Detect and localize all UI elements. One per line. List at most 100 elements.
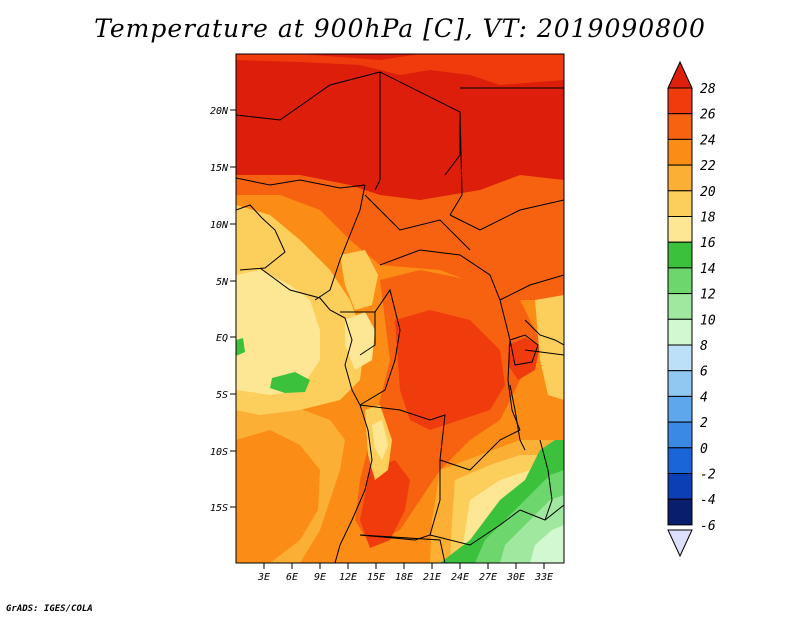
border-lake-victoria — [509, 334, 539, 366]
colorbar-cell — [667, 164, 693, 192]
border-southsudan-ethiopia — [499, 274, 564, 301]
colorbar-cell — [667, 318, 693, 346]
colorbar-label: 20 — [700, 185, 716, 200]
lat-ticks: 20N 15N 10N 5N EQ 5S 10S 15S — [210, 106, 236, 514]
field-region-highlands-18 — [340, 250, 378, 310]
colorbar-label: 18 — [700, 211, 716, 226]
colorbar-label: 12 — [700, 288, 716, 303]
field-region-victoria-26 — [508, 338, 540, 380]
lon-tick-label: 30E — [506, 572, 525, 583]
border-car-drc — [379, 249, 501, 301]
field-region-sahara-26 — [236, 54, 564, 85]
border-mozambique — [519, 504, 564, 521]
colorbar-cell — [667, 87, 693, 115]
lon-tick-label: 15E — [367, 572, 385, 583]
field-spot-14-west — [236, 338, 245, 356]
colorbar-label: 8 — [700, 339, 708, 354]
border-chad-car — [364, 194, 471, 251]
field-region-coast-16 — [345, 312, 375, 370]
colorbar-cell — [667, 344, 693, 372]
temperature-field — [236, 54, 564, 563]
colorbar-cell — [667, 293, 693, 320]
lon-tick-label: 3E — [257, 572, 270, 583]
lat-tick-label: 20N — [210, 106, 229, 117]
colorbar-label: 10 — [700, 313, 716, 328]
border-niger-chad — [379, 71, 461, 176]
border-malawi — [539, 439, 553, 521]
border-coast-guinea — [259, 267, 361, 406]
colorbar-cell — [667, 267, 693, 295]
plot-frame — [235, 53, 565, 564]
lat-tick-label: 10S — [210, 447, 228, 458]
lon-tick-label: 18E — [395, 572, 413, 583]
border-drc-east — [499, 299, 521, 431]
lat-tick-label: 5S — [216, 390, 228, 401]
lon-tick-label: 12E — [339, 572, 357, 583]
colorbar-label: 26 — [700, 108, 716, 123]
field-region-sahara-28 — [236, 54, 564, 200]
credit-text: GrADS: IGES/COLA — [6, 604, 93, 614]
border-niger-nigeria — [236, 177, 366, 189]
border-tanzania — [524, 349, 564, 356]
field-region-se-8 — [530, 525, 564, 563]
border-cameroon-gabon — [340, 311, 376, 356]
colorbar-cell — [667, 190, 693, 218]
colorbar-bottom-arrow — [667, 529, 693, 558]
border-drc-angola — [359, 404, 446, 461]
lon-tick-label: 33E — [534, 572, 553, 583]
lat-tick-label: 10N — [210, 220, 229, 231]
field-region-eastafrica-18 — [535, 295, 564, 400]
border-lake-tanganyika — [509, 384, 526, 451]
border-namibia-botswana — [359, 534, 446, 563]
colorbar-cell — [667, 421, 693, 449]
colorbar-label: 6 — [700, 365, 708, 380]
lon-ticks: 3E 6E 9E 12E 15E 18E 21E 24E 27E 30E 33E — [257, 563, 553, 583]
colorbar-cell — [667, 113, 693, 140]
border-nigeria-cameroon — [314, 184, 366, 301]
border-coast-west-africa — [236, 204, 286, 271]
border-libya-egypt — [374, 72, 381, 191]
colorbar-label: -2 — [700, 468, 716, 483]
colorbar-top-arrow — [667, 60, 693, 89]
border-coast-angola — [334, 404, 373, 563]
colorbar-cell — [667, 395, 693, 423]
colorbar-label: 0 — [700, 442, 708, 457]
field-region-congo-26 — [395, 310, 505, 430]
chart-title: Temperature at 900hPa [C], VT: 201909080… — [94, 14, 706, 43]
colorbar-cell — [667, 241, 693, 269]
colorbar-label: 24 — [700, 133, 716, 148]
colorbar-cells — [667, 87, 693, 526]
field-spot-14-ocean — [270, 372, 310, 393]
border-algeria-niger — [236, 71, 381, 121]
lat-tick-label: 15S — [210, 503, 228, 514]
colorbar-label: 28 — [700, 82, 716, 97]
colorbar-label: 4 — [700, 390, 708, 405]
colorbar-cell — [667, 216, 693, 243]
colorbar-label: -4 — [700, 493, 716, 508]
colorbar-label: 14 — [700, 262, 716, 277]
border-drc-zambia — [439, 429, 521, 471]
field-region-southwest-22 — [236, 430, 320, 563]
border-sudan-southsudan — [449, 199, 564, 231]
colorbar-label: -6 — [700, 519, 716, 534]
colorbar-cell — [667, 498, 693, 526]
border-zambia-zimbabwe — [429, 509, 521, 546]
colorbar-cell — [667, 473, 693, 500]
field-region-escarpment-16 — [372, 420, 388, 460]
field-region-angola-26 — [360, 460, 410, 548]
lat-tick-label: 5N — [216, 277, 229, 288]
lon-tick-label: 6E — [286, 572, 298, 583]
lon-tick-label: 27E — [479, 572, 497, 583]
colorbar-label: 16 — [700, 236, 716, 251]
country-borders — [236, 71, 564, 563]
colorbar-label: 22 — [700, 159, 716, 174]
lon-tick-label: 24E — [451, 572, 469, 583]
border-uganda-kenya — [524, 319, 564, 346]
field-region-guinea-16 — [236, 270, 320, 395]
lon-tick-label: 9E — [314, 572, 326, 583]
colorbar-cell — [667, 370, 693, 397]
border-congo-drc — [359, 288, 401, 406]
